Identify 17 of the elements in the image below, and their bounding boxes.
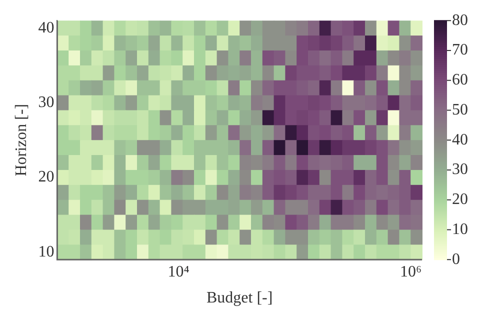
color-bar-label: 20 bbox=[452, 191, 468, 208]
color-bar-label: 50 bbox=[452, 101, 468, 118]
color-bar-label: 0 bbox=[452, 250, 460, 268]
y-axis-title: Horizon [-] bbox=[12, 104, 30, 176]
x-axis-title: Budget [-] bbox=[206, 290, 273, 307]
color-bar-label: 10 bbox=[452, 220, 468, 238]
y-tick-label: 20 bbox=[38, 168, 54, 186]
color-bar-label: 80 bbox=[452, 12, 468, 29]
color-bar-label: 30 bbox=[452, 161, 468, 178]
y-tick-label: 40 bbox=[38, 19, 54, 36]
x-tick-label: 10⁴ bbox=[168, 263, 190, 280]
y-tick-label: 10 bbox=[38, 243, 54, 260]
color-bar-label: 70 bbox=[452, 42, 468, 59]
color-bar-label: 60 bbox=[452, 72, 468, 89]
color-bar-label: 40 bbox=[452, 131, 468, 148]
y-tick-label: 30 bbox=[38, 94, 54, 111]
x-tick-label: 10⁶ bbox=[400, 263, 422, 280]
